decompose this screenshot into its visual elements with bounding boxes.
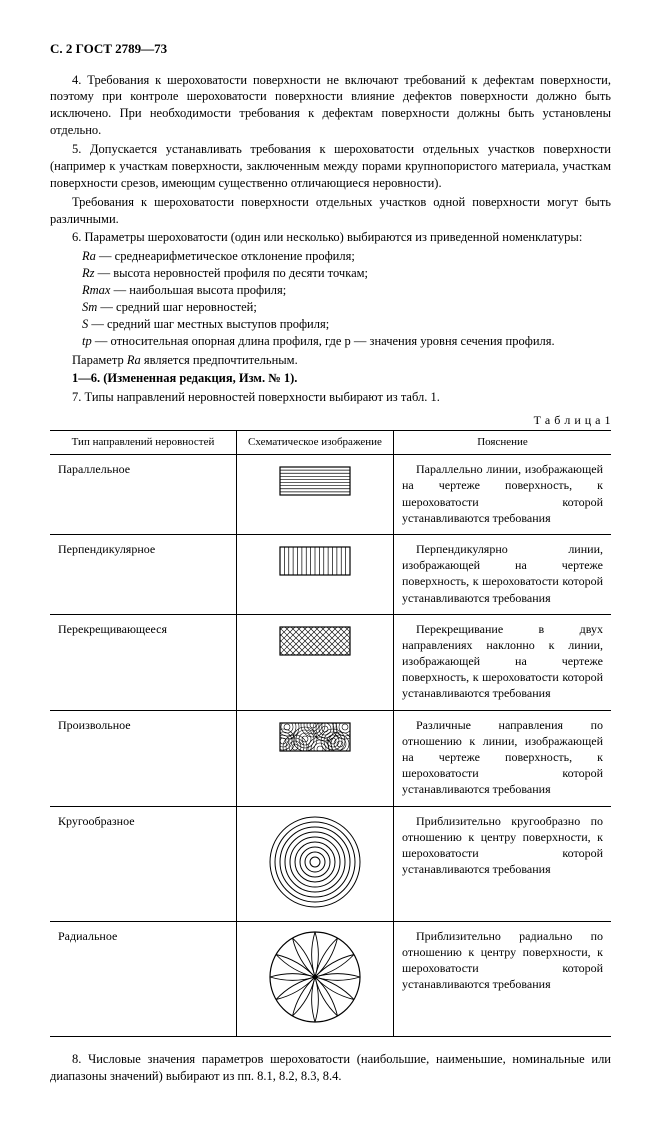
schematic-icon — [275, 543, 355, 579]
row-desc: Приблизительно кругообразно по отношению… — [394, 806, 612, 921]
row-desc: Перпендикулярно линии, изображающей на ч… — [394, 534, 612, 614]
schematic-icon — [268, 930, 362, 1024]
para-8: 8. Числовые значения параметров шерохова… — [50, 1051, 611, 1085]
param-tp: относительная опорная длина профиля, где… — [110, 334, 554, 348]
para-4: 4. Требования к шероховатости поверхност… — [50, 72, 611, 140]
row-schematic — [237, 455, 394, 535]
param-s: средний шаг местных выступов профиля; — [107, 317, 329, 331]
param-sm: средний шаг неровностей; — [116, 300, 257, 314]
row-schematic — [237, 806, 394, 921]
para-6: 6. Параметры шероховатости (один или нес… — [50, 229, 611, 246]
param-rz: высота неровностей профиля по десяти точ… — [113, 266, 368, 280]
row-type: Параллельное — [50, 455, 237, 535]
row-type: Перекрещивающееся — [50, 614, 237, 710]
direction-table: Тип направлений неровностей Схематическо… — [50, 430, 611, 1037]
row-type: Перпендикулярное — [50, 534, 237, 614]
param-ra: среднеарифметическое отклонение профиля; — [115, 249, 355, 263]
row-schematic — [237, 921, 394, 1036]
param-list: Ra — среднеарифметическое отклонение про… — [82, 248, 611, 349]
schematic-icon — [275, 623, 355, 659]
para-7: 7. Типы направлений неровностей поверхно… — [50, 389, 611, 406]
th-type: Тип направлений неровностей — [50, 431, 237, 455]
row-schematic — [237, 534, 394, 614]
th-schem: Схематическое изображение — [237, 431, 394, 455]
para-6c: 1—6. (Измененная редакция, Изм. № 1). — [50, 370, 611, 387]
row-desc: Перекрещивание в двух направлениях накло… — [394, 614, 612, 710]
row-schematic — [237, 614, 394, 710]
schematic-icon — [275, 719, 355, 755]
para-6b: Параметр Ra является предпочтительным. — [50, 352, 611, 369]
schematic-icon — [268, 815, 362, 909]
row-schematic — [237, 710, 394, 806]
row-type: Радиальное — [50, 921, 237, 1036]
param-rmax: наибольшая высота профиля; — [129, 283, 286, 297]
row-desc: Различные направления по отношению к лин… — [394, 710, 612, 806]
row-type: Произвольное — [50, 710, 237, 806]
schematic-icon — [275, 463, 355, 499]
row-desc: Параллельно линии, изображающей на черте… — [394, 455, 612, 535]
page-header: С. 2 ГОСТ 2789—73 — [50, 40, 611, 58]
row-desc: Приблизительно радиально по отношению к … — [394, 921, 612, 1036]
table-caption: Т а б л и ц а 1 — [50, 412, 611, 428]
row-type: Кругообразное — [50, 806, 237, 921]
para-5b: Требования к шероховатости поверхности о… — [50, 194, 611, 228]
para-5a: 5. Допускается устанавливать требования … — [50, 141, 611, 192]
th-desc: Пояснение — [394, 431, 612, 455]
